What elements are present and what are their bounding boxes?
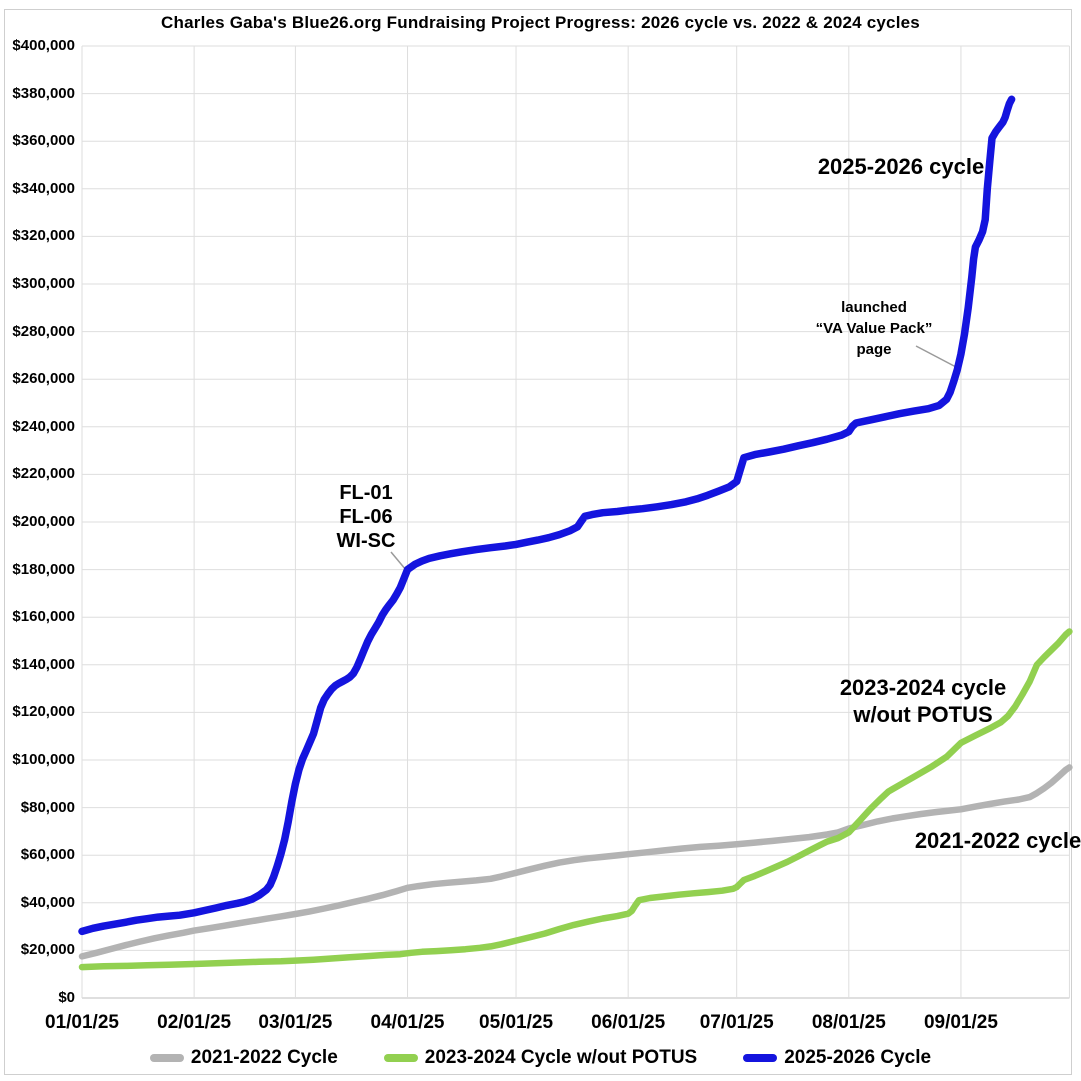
legend-line-marker: [743, 1054, 778, 1062]
y-axis-label: $240,000: [12, 417, 75, 435]
legend-line-marker: [383, 1054, 418, 1062]
cycle-2022-label-line: 2021-2022 cycle: [914, 828, 1081, 853]
legend: 2021-2022 Cycle 2023-2024 Cycle w/out POT…: [0, 1044, 1081, 1072]
y-axis-label: $400,000: [12, 37, 75, 54]
cycle-2024-label-line: 2023-2024 cycle: [839, 674, 1007, 700]
legend-item: 2025-2026 Cycle: [743, 1047, 931, 1069]
special-elections-note-line: FL-01: [339, 482, 393, 504]
x-axis-label: 09/01/25: [923, 1012, 998, 1033]
y-axis-label: $300,000: [12, 275, 75, 292]
y-axis-label: $360,000: [12, 132, 75, 150]
y-axis-label: $180,000: [12, 560, 75, 578]
y-axis-label: $0: [58, 989, 75, 1006]
y-axis-label: $340,000: [12, 179, 75, 197]
x-axis-label: 07/01/25: [699, 1012, 774, 1033]
y-axis-label: $200,000: [12, 513, 75, 530]
special-elections-note-line: WI-SC: [336, 530, 396, 552]
x-axis-label: 04/01/25: [370, 1012, 445, 1033]
special-elections-note: FL-01 FL-06 WI-SC: [337, 481, 396, 553]
series-line-2021-2022-cycle: [78, 764, 1073, 960]
va-value-pack-note-line: launched: [841, 298, 907, 316]
y-axis-label: $320,000: [12, 227, 75, 245]
y-axis-label: $160,000: [12, 608, 75, 626]
y-axis-label: $220,000: [12, 465, 75, 483]
y-axis-label: $380,000: [12, 84, 75, 102]
y-axis-label: $60,000: [20, 846, 75, 864]
series-line-2023-2024-cycle-w-out-potus: [78, 628, 1073, 971]
y-axis-label: $20,000: [20, 941, 75, 959]
legend-line-marker: [149, 1054, 184, 1062]
chart-title: Charles Gaba's Blue26.org Fundraising Pr…: [161, 13, 920, 32]
legend-item: 2021-2022 Cycle: [149, 1047, 338, 1069]
x-axis-label: 02/01/25: [157, 1012, 232, 1033]
cycle-2026-label: 2025-2026 cycle: [818, 154, 984, 180]
y-axis-label: $40,000: [20, 893, 75, 911]
legend-label: 2025-2026 Cycle: [784, 1047, 932, 1068]
special-elections-note-leader-line: [390, 551, 407, 571]
x-axis-label: 06/01/25: [591, 1012, 666, 1033]
cycle-2026-label-line: 2025-2026 cycle: [817, 154, 985, 179]
y-axis-label: $80,000: [20, 798, 75, 816]
y-axis-label: $280,000: [12, 322, 75, 340]
y-axis-label: $260,000: [12, 370, 75, 388]
y-axis-label: $100,000: [12, 751, 75, 768]
series-line-2025-2026-cycle: [78, 95, 1016, 936]
va-value-pack-note: launched “VA Value Pack” page: [816, 297, 933, 360]
va-value-pack-note-leader-line: [915, 345, 957, 368]
y-axis-label: $140,000: [12, 655, 75, 673]
va-value-pack-note-line: “VA Value Pack”: [815, 319, 933, 337]
x-axis-label: 01/01/25: [45, 1012, 119, 1033]
cycle-2024-label-line: w/out POTUS: [853, 701, 993, 727]
legend-item: 2023-2024 Cycle w/out POTUS: [383, 1047, 698, 1069]
special-elections-note-line: FL-06: [339, 506, 393, 528]
cycle-2024-label: 2023-2024 cycle w/out POTUS: [840, 674, 1006, 728]
y-axis-label: $120,000: [12, 703, 75, 721]
va-value-pack-note-line: page: [856, 340, 892, 358]
legend-label: 2021-2022 Cycle: [190, 1047, 338, 1068]
x-axis-label: 03/01/25: [258, 1012, 333, 1033]
x-axis-label: 05/01/25: [479, 1012, 554, 1033]
cycle-2022-label: 2021-2022 cycle: [915, 828, 1081, 854]
x-axis-label: 08/01/25: [811, 1012, 886, 1033]
legend-label: 2023-2024 Cycle w/out POTUS: [424, 1047, 698, 1068]
